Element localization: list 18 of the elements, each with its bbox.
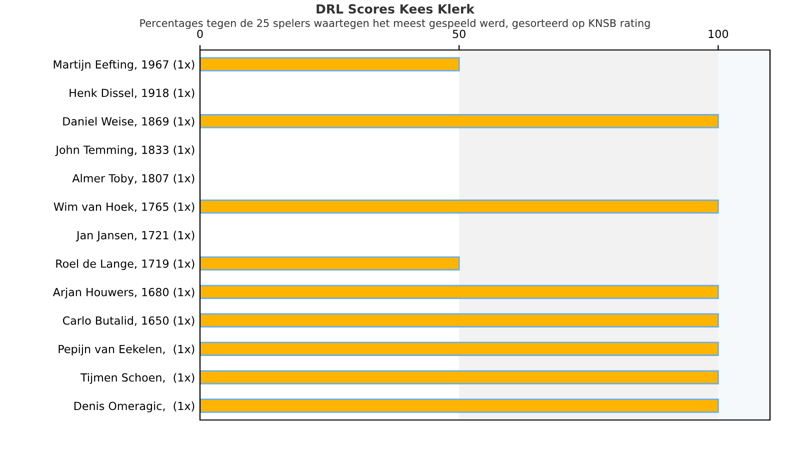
y-tick-label: Daniel Weise, 1869 (1x) — [63, 116, 194, 127]
y-tick-label: Tijmen Schoen, (1x) — [80, 373, 194, 384]
x-tick-label: 0 — [197, 30, 203, 38]
y-tick-label: Wim van Hoek, 1765 (1x) — [54, 202, 194, 212]
y-tick-label: Henk Dissel, 1918 (1x) — [70, 88, 194, 98]
y-tick-label: Roel de Lange, 1719 (1x) — [56, 259, 194, 270]
y-tick-label: Almer Toby, 1807 (1x) — [72, 174, 194, 185]
y-tick-label: Pepijn van Eekelen, (1x) — [58, 344, 194, 356]
chart-subtitle: Percentages tegen de 25 spelers waartegen het meest gespeeld werd, gesorteerd op KNSB rating — [140, 18, 650, 30]
x-tick-label: 50 — [452, 30, 466, 38]
chart-title: DRL Scores Kees Klerk — [316, 4, 475, 14]
y-tick-label: John Temming, 1833 (1x) — [55, 145, 194, 156]
y-tick-label: Denis Omeragic, (1x) — [74, 402, 194, 412]
x-tick-label: 100 — [708, 30, 728, 38]
y-tick-label: Martijn Eefting, 1967 (1x) — [54, 60, 194, 71]
y-tick-label: Carlo Butalid, 1650 (1x) — [62, 316, 194, 326]
y-tick-label: Arjan Houwers, 1680 (1x) — [52, 288, 194, 298]
y-tick-label: Jan Jansen, 1721 (1x) — [76, 230, 194, 242]
